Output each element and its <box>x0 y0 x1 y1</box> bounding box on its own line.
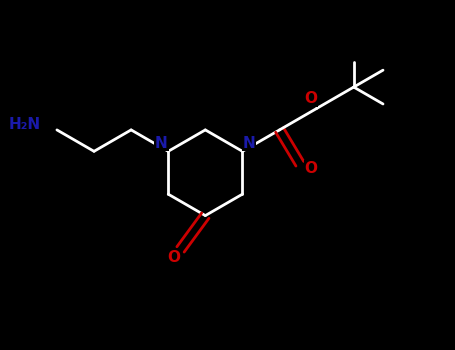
Text: O: O <box>167 250 180 265</box>
Text: O: O <box>305 91 318 106</box>
Text: H₂N: H₂N <box>9 117 41 132</box>
Text: O: O <box>304 161 318 176</box>
Text: N: N <box>243 136 256 151</box>
Text: N: N <box>155 136 168 151</box>
